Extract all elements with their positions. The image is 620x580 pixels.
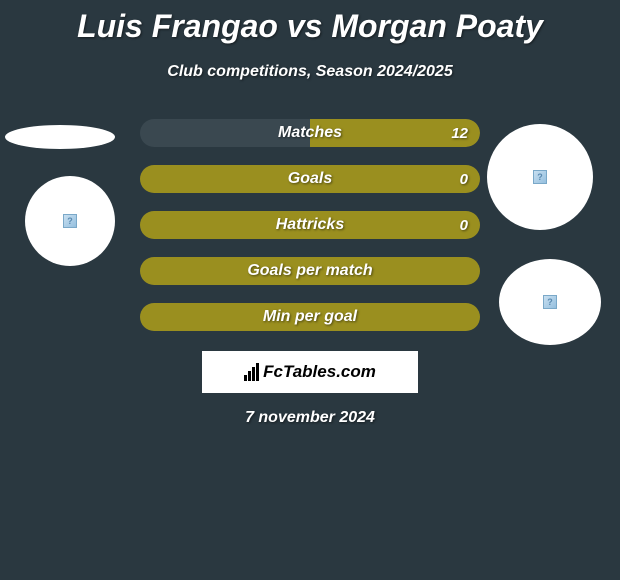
stat-value: 12 (451, 125, 468, 142)
subtitle: Club competitions, Season 2024/2025 (0, 63, 620, 81)
bar-chart-icon (244, 363, 259, 381)
avatar-placeholder-right-bottom: ? (499, 259, 601, 345)
stat-value: 0 (460, 217, 468, 234)
stat-label: Goals (288, 170, 332, 188)
brand-text: FcTables.com (263, 362, 376, 382)
stat-label: Matches (278, 124, 342, 142)
page-title: Luis Frangao vs Morgan Poaty (0, 0, 620, 45)
placeholder-icon: ? (533, 170, 547, 184)
stat-value: 0 (460, 171, 468, 188)
stat-bar-goals-per-match: Goals per match (140, 257, 480, 285)
date-label: 7 november 2024 (0, 409, 620, 427)
placeholder-icon: ? (63, 214, 77, 228)
stat-bar-min-per-goal: Min per goal (140, 303, 480, 331)
placeholder-icon: ? (543, 295, 557, 309)
stat-bar-hattricks: Hattricks 0 (140, 211, 480, 239)
brand-logo: FcTables.com (202, 351, 418, 393)
stat-label: Hattricks (276, 216, 344, 234)
stat-bar-goals: Goals 0 (140, 165, 480, 193)
avatar-placeholder-left: ? (25, 176, 115, 266)
decorative-ellipse (5, 125, 115, 149)
avatar-placeholder-right-top: ? (487, 124, 593, 230)
stat-label: Goals per match (247, 262, 372, 280)
stat-label: Min per goal (263, 308, 357, 326)
stat-bar-matches: Matches 12 (140, 119, 480, 147)
